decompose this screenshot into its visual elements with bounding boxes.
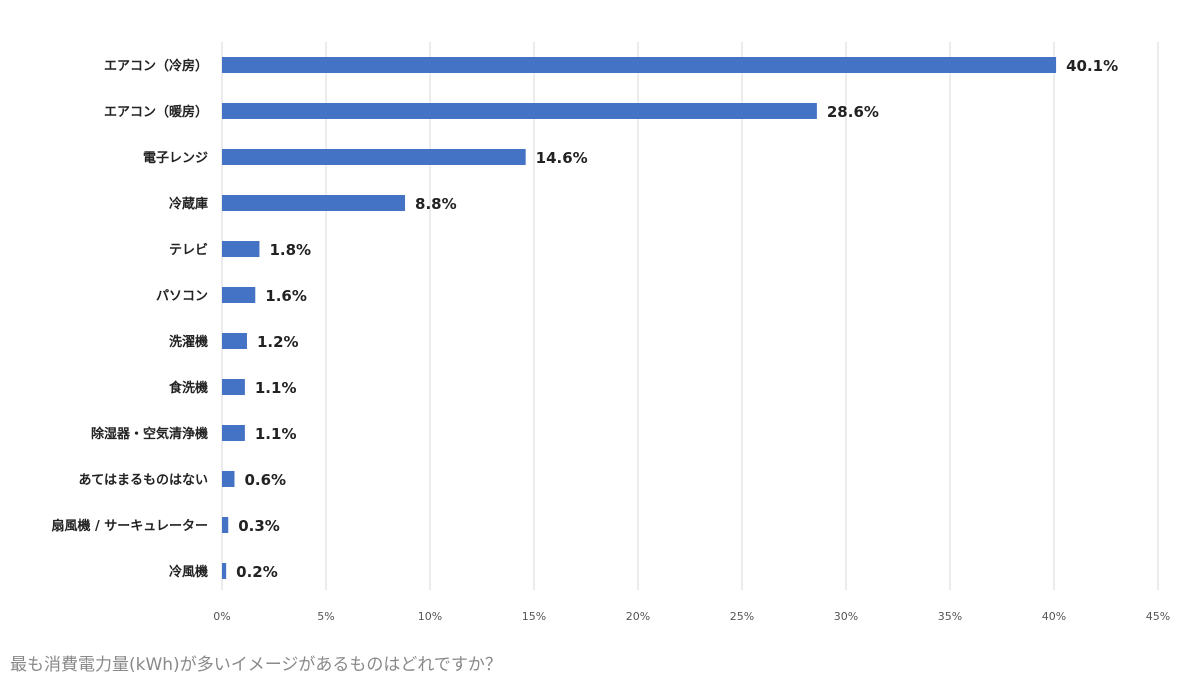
x-tick-label: 5% xyxy=(317,610,334,623)
gridlines xyxy=(221,42,1159,590)
bar xyxy=(222,517,229,533)
category-label: 除湿器・空気清浄機 xyxy=(91,426,208,442)
value-label: 0.3% xyxy=(238,517,280,535)
value-labels: 40.1% 28.6% 14.6% 8.8% 1.8% 1.6% 1.2% 1.1% 1.1% 0… xyxy=(236,57,1118,581)
x-tick-label: 45% xyxy=(1146,610,1170,623)
category-label: 洗濯機 xyxy=(169,334,208,350)
x-axis-tick-labels: 0% 5% 10% 15% 20% 25% 30% 35% 40% 45% xyxy=(213,610,1170,623)
category-label: 食洗機 xyxy=(169,380,208,396)
bar xyxy=(222,471,235,487)
bar-chart: エアコン（冷房） エアコン（暖房） 電子レンジ冷蔵庫テレビパソコン洗濯機食洗機除湿器… xyxy=(51,42,1170,623)
x-tick-label: 15% xyxy=(522,610,546,623)
bar xyxy=(222,287,256,303)
bar xyxy=(222,333,247,349)
bar xyxy=(222,103,817,119)
category-label: パソコン xyxy=(156,289,208,304)
x-tick-label: 30% xyxy=(834,610,858,623)
value-label: 40.1% xyxy=(1066,57,1118,75)
value-label: 1.8% xyxy=(269,241,311,259)
category-label: 冷蔵庫 xyxy=(169,196,208,212)
category-label: あてはまるものはない xyxy=(79,473,208,488)
x-tick-label: 0% xyxy=(213,610,230,623)
category-label: テレビ xyxy=(169,242,208,258)
bar xyxy=(222,57,1057,73)
x-tick-label: 10% xyxy=(418,610,442,623)
x-tick-label: 40% xyxy=(1042,610,1066,623)
category-label: 冷風機 xyxy=(169,564,208,580)
bars xyxy=(222,57,1057,579)
value-label: 8.8% xyxy=(415,195,457,213)
bar xyxy=(222,563,227,579)
bar xyxy=(222,195,406,211)
x-tick-label: 20% xyxy=(626,610,650,623)
bar xyxy=(222,379,245,395)
value-label: 1.1% xyxy=(255,425,297,443)
bar xyxy=(222,241,260,257)
chart-caption: 最も消費電力量(kWh)が多いイメージがあるものはどれですか？ xyxy=(10,655,502,675)
value-label: 14.6% xyxy=(536,149,588,167)
category-label: 扇風機 / サーキュレーター xyxy=(51,518,208,534)
x-tick-label: 35% xyxy=(938,610,962,623)
x-tick-label: 25% xyxy=(730,610,754,623)
value-label: 1.2% xyxy=(257,333,299,351)
category-label: エアコン（冷房） xyxy=(104,58,208,74)
value-label: 0.2% xyxy=(236,563,278,581)
category-label: 電子レンジ xyxy=(143,151,208,166)
category-labels: エアコン（冷房） エアコン（暖房） 電子レンジ冷蔵庫テレビパソコン洗濯機食洗機除湿器… xyxy=(51,58,208,580)
category-label: エアコン（暖房） xyxy=(104,104,208,120)
value-label: 1.1% xyxy=(255,379,297,397)
bar xyxy=(222,425,245,441)
value-label: 0.6% xyxy=(244,471,286,489)
value-label: 1.6% xyxy=(265,287,307,305)
value-label: 28.6% xyxy=(827,103,879,121)
bar xyxy=(222,149,526,165)
